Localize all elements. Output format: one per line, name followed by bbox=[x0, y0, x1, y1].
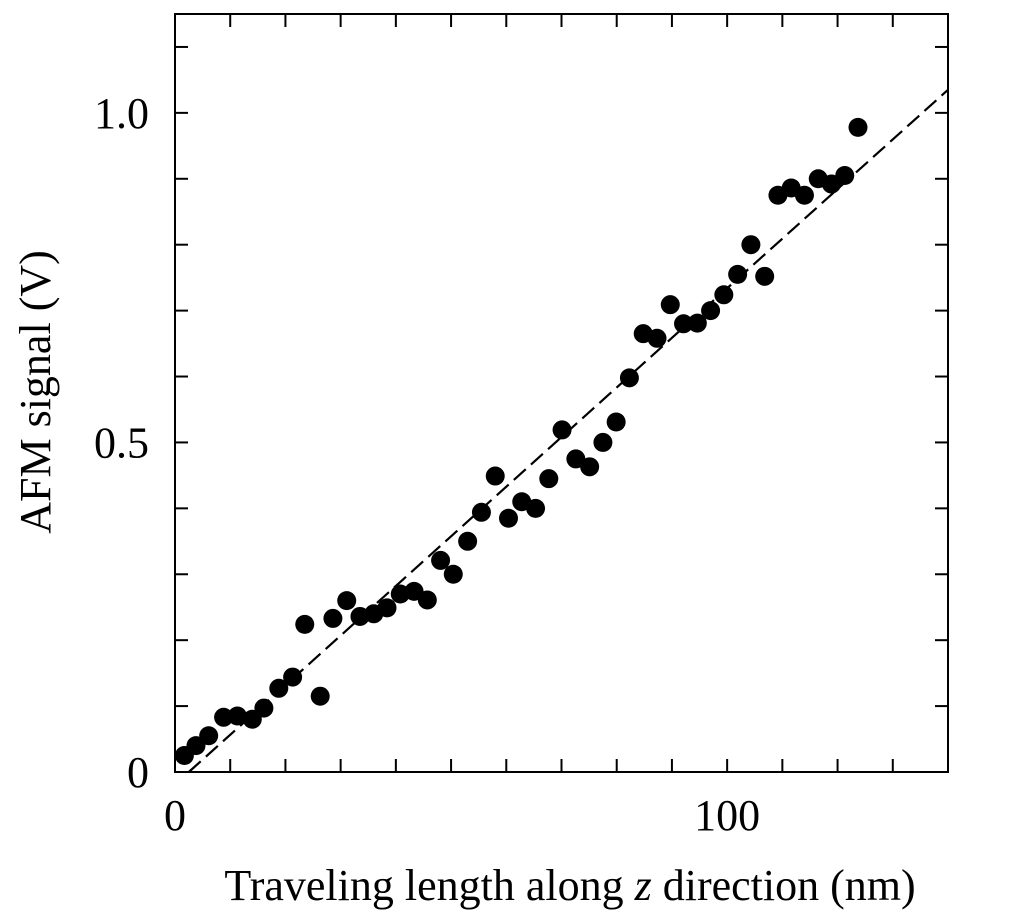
data-point bbox=[835, 165, 855, 185]
data-points-group bbox=[174, 117, 868, 766]
data-point bbox=[674, 314, 694, 334]
data-point bbox=[526, 498, 546, 518]
data-point bbox=[539, 469, 559, 489]
data-point bbox=[794, 185, 814, 205]
x-axis-title-part-1: Traveling length along bbox=[224, 861, 634, 910]
tick-labels-group: 0 100 0 0.5 1.0 bbox=[94, 89, 760, 840]
data-point bbox=[552, 420, 572, 440]
data-point bbox=[660, 295, 680, 315]
data-point bbox=[701, 301, 721, 321]
data-point bbox=[254, 698, 274, 718]
data-point bbox=[498, 508, 518, 528]
data-point bbox=[687, 313, 707, 333]
data-point bbox=[199, 726, 219, 746]
data-point bbox=[471, 502, 491, 522]
x-tick-label: 0 bbox=[164, 791, 186, 840]
data-point bbox=[377, 598, 397, 618]
data-point bbox=[283, 667, 303, 687]
data-point bbox=[227, 706, 247, 726]
data-point bbox=[848, 117, 868, 137]
y-tick-label: 0 bbox=[127, 748, 149, 797]
data-point bbox=[310, 686, 330, 706]
data-point bbox=[728, 264, 748, 284]
data-point bbox=[458, 531, 478, 551]
plot-frame-group bbox=[174, 13, 949, 773]
data-point bbox=[269, 678, 289, 698]
y-tick-label: 1.0 bbox=[94, 89, 149, 138]
data-point bbox=[580, 457, 600, 477]
data-point bbox=[295, 614, 315, 634]
data-point bbox=[647, 328, 667, 348]
data-point bbox=[606, 412, 626, 432]
x-axis-title-part-2: direction (nm) bbox=[652, 861, 916, 910]
data-point bbox=[337, 591, 357, 611]
data-point bbox=[566, 449, 586, 469]
data-point bbox=[443, 564, 463, 584]
y-axis-title: AFM signal (V) bbox=[11, 250, 60, 534]
plot-frame bbox=[174, 13, 949, 773]
x-axis-title: Traveling length along z direction (nm) bbox=[224, 861, 915, 910]
data-point bbox=[741, 235, 761, 255]
data-point bbox=[323, 608, 343, 628]
data-point bbox=[755, 266, 775, 286]
data-point bbox=[593, 432, 613, 452]
data-point bbox=[714, 285, 734, 305]
x-axis-title-variable: z bbox=[634, 861, 652, 910]
data-point bbox=[619, 368, 639, 388]
data-point bbox=[214, 707, 234, 727]
data-point bbox=[485, 466, 505, 486]
axis-ticks-group bbox=[174, 14, 948, 773]
data-point bbox=[417, 590, 437, 610]
data-point bbox=[431, 550, 451, 570]
x-tick-label: 100 bbox=[694, 791, 760, 840]
y-tick-label: 0.5 bbox=[94, 418, 149, 467]
